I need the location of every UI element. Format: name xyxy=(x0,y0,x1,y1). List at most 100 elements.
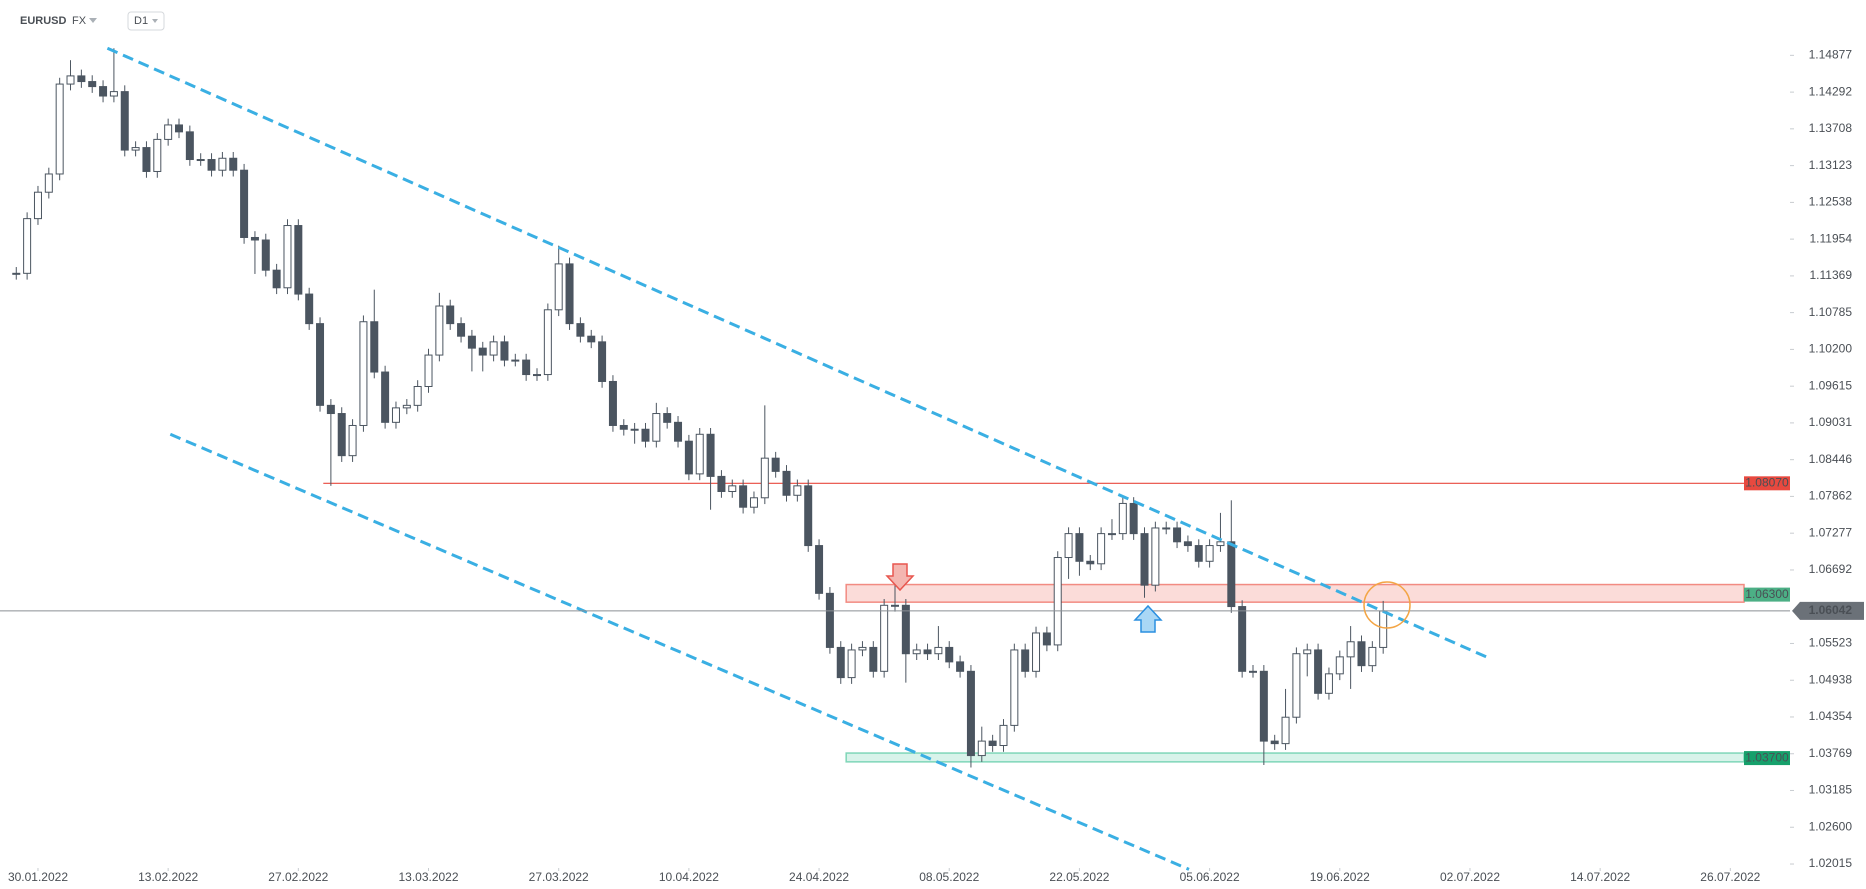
candle-body xyxy=(1053,557,1062,646)
candle-body xyxy=(294,225,303,295)
zone xyxy=(845,583,1745,603)
y-tick-label: 1.06692 xyxy=(1809,562,1853,576)
candle-body xyxy=(1010,649,1019,726)
candle-body xyxy=(815,545,824,594)
candle-body xyxy=(164,124,173,140)
plot-area: 1.14877 1.14292 1.13708 1.13123 1.12538 1.119… xyxy=(0,46,1864,884)
trendline xyxy=(106,46,1487,659)
candle-body xyxy=(1346,641,1355,658)
x-tick-label: 22.05.2022 xyxy=(1049,870,1109,884)
candle-body xyxy=(131,147,140,151)
candle-body xyxy=(1368,646,1377,667)
y-tick-label: 1.10200 xyxy=(1809,342,1853,356)
y-tick-label: 1.02015 xyxy=(1809,856,1853,870)
candle-body xyxy=(1379,610,1388,648)
candle-body xyxy=(12,272,21,275)
candle-body xyxy=(999,724,1008,747)
x-tick-label: 13.02.2022 xyxy=(138,870,198,884)
level-label-box xyxy=(1744,476,1790,491)
candle-body xyxy=(207,159,216,171)
candle-body xyxy=(576,323,585,337)
y-tick-label: 1.13123 xyxy=(1809,158,1853,172)
x-tick-label: 14.07.2022 xyxy=(1570,870,1630,884)
interval-dropdown[interactable] xyxy=(152,19,158,23)
level-label: 1.08070 xyxy=(1745,475,1789,489)
candle-body xyxy=(1129,502,1138,535)
interval-box[interactable] xyxy=(127,11,165,31)
candle-body xyxy=(652,413,661,442)
candle-body xyxy=(966,670,975,757)
candle-body xyxy=(337,413,346,457)
candle-body xyxy=(565,263,574,325)
candle-body xyxy=(1107,533,1116,536)
candle-body xyxy=(554,263,563,311)
candle-body xyxy=(457,323,466,337)
y-tick-label: 1.12538 xyxy=(1809,195,1853,209)
y-tick-label: 1.13708 xyxy=(1809,121,1853,135)
candle-body xyxy=(663,413,672,423)
candle-body xyxy=(424,354,433,387)
candle-body xyxy=(1216,541,1225,547)
candle-body xyxy=(77,75,86,83)
candle-body xyxy=(825,592,834,648)
y-tick-label: 1.03185 xyxy=(1809,783,1853,797)
market-dropdown[interactable] xyxy=(89,18,97,23)
y-tick-label: 1.07277 xyxy=(1809,525,1853,539)
y-tick-label: 1.02600 xyxy=(1809,819,1853,833)
candle-body xyxy=(522,359,531,376)
candle-body xyxy=(44,173,53,193)
interval[interactable]: D1 xyxy=(134,15,148,27)
y-tick-label: 1.04354 xyxy=(1809,709,1853,723)
candle-body xyxy=(717,475,726,492)
market: FX xyxy=(72,15,87,27)
candle-body xyxy=(1021,649,1030,672)
up-arrow xyxy=(1133,604,1163,633)
x-tick-label: 13.03.2022 xyxy=(398,870,458,884)
candle-body xyxy=(175,124,183,133)
candle-body xyxy=(218,157,227,171)
candle-body xyxy=(630,428,639,431)
candle-body xyxy=(706,433,715,477)
candle-body xyxy=(956,661,965,672)
y-tick-label: 1.09615 xyxy=(1809,378,1853,392)
candle-body xyxy=(120,91,129,151)
x-tick-label: 19.06.2022 xyxy=(1310,870,1370,884)
candle-body xyxy=(1162,527,1171,530)
last-price-box xyxy=(1792,601,1864,620)
candle-body xyxy=(695,433,704,475)
x-tick-label: 27.03.2022 xyxy=(529,870,589,884)
candle-body xyxy=(489,341,498,356)
candle-body xyxy=(55,83,64,175)
symbol[interactable]: EURUSD xyxy=(20,15,67,27)
candle-body xyxy=(500,341,509,361)
zone-label-box xyxy=(1744,587,1790,602)
candle-body xyxy=(1303,649,1312,655)
candle-body xyxy=(1238,606,1247,672)
candle-body xyxy=(1183,541,1192,547)
candle-body xyxy=(1032,632,1041,672)
candle-body xyxy=(88,81,97,88)
candle-body xyxy=(316,323,325,406)
last-price-label: 1.06042 xyxy=(1809,603,1853,617)
candle-body xyxy=(836,646,845,679)
candle-body xyxy=(446,305,455,325)
candle-body xyxy=(749,497,758,508)
candle-body xyxy=(1118,502,1127,535)
candle-body xyxy=(196,159,205,162)
candle-body xyxy=(533,374,541,377)
candle-body xyxy=(250,236,259,241)
candle-body xyxy=(435,305,444,356)
candle-body xyxy=(1205,545,1214,562)
candle-body xyxy=(1086,560,1095,565)
candle-body xyxy=(608,380,617,426)
candle-body xyxy=(467,335,476,349)
candle-body xyxy=(977,740,986,757)
candle-body xyxy=(1292,653,1301,718)
candle-body xyxy=(728,485,737,492)
candle-body xyxy=(1097,533,1106,565)
candle-body xyxy=(1357,641,1366,667)
candle-body xyxy=(1151,527,1160,586)
candle-body xyxy=(1042,632,1051,646)
y-tick-label: 1.05523 xyxy=(1809,636,1853,650)
